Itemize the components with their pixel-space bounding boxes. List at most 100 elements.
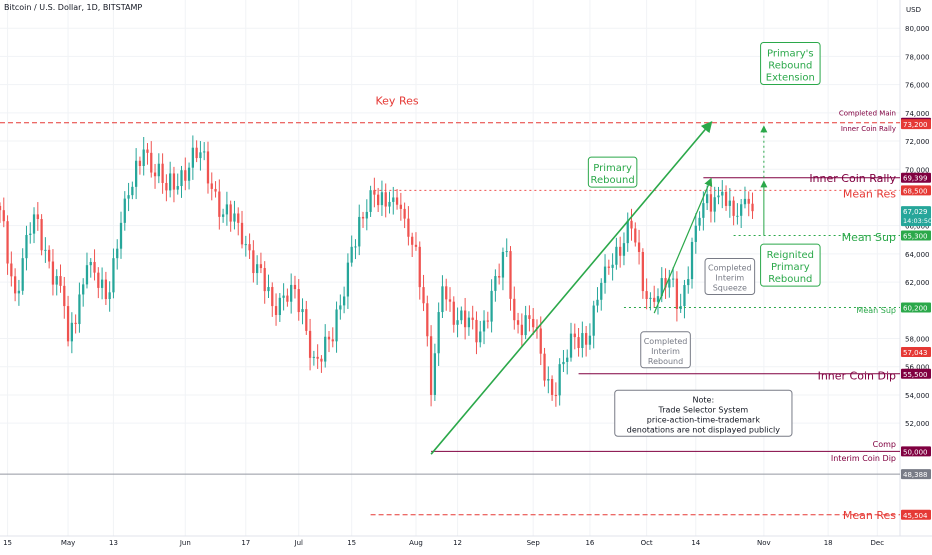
level-label: Mean Sup <box>856 306 896 315</box>
candle <box>229 200 232 232</box>
candle <box>290 273 293 314</box>
candle-body <box>547 379 550 381</box>
candle-body <box>82 284 85 295</box>
candle-body <box>573 333 576 338</box>
candle-body <box>108 292 111 300</box>
candle-body <box>505 251 508 253</box>
candle-body <box>399 204 402 209</box>
candle-body <box>513 298 516 321</box>
candle-body <box>414 244 418 247</box>
candle <box>600 278 603 311</box>
annotation-line: price-action-time-trademark <box>647 415 761 424</box>
candle-body <box>63 285 66 307</box>
x-tick-label: 13 <box>109 539 118 547</box>
candle-body <box>392 197 395 202</box>
price-tag-label: 60,200 <box>903 304 928 312</box>
candle <box>501 247 505 291</box>
candle <box>554 382 558 407</box>
candle <box>169 161 172 198</box>
candle-body <box>78 294 81 325</box>
candle <box>335 301 338 353</box>
price-tag: 60,200 <box>901 302 931 313</box>
candle-body <box>244 244 247 246</box>
candle <box>407 206 410 246</box>
candle-body <box>66 306 70 342</box>
candle-body <box>150 152 153 173</box>
candle <box>2 197 5 228</box>
annotation-line: Primary <box>593 163 632 174</box>
candle-body <box>528 315 531 319</box>
candle <box>286 288 289 307</box>
candle-body <box>157 163 160 177</box>
candle <box>475 311 478 355</box>
candle <box>66 295 70 347</box>
candle <box>403 202 406 229</box>
candle-body <box>263 268 266 292</box>
candle <box>683 279 686 319</box>
candle <box>653 285 656 308</box>
candle <box>532 308 535 336</box>
candle-body <box>724 191 728 206</box>
candle-body <box>51 261 55 285</box>
candle <box>342 286 346 314</box>
candle <box>36 202 39 231</box>
candle <box>63 276 66 319</box>
candle <box>690 237 694 289</box>
candle-body <box>10 263 13 277</box>
candle-body <box>585 333 588 345</box>
candle <box>108 281 111 312</box>
annotation-line: Primary's <box>767 48 814 59</box>
candle-body <box>0 205 2 211</box>
candle <box>592 300 595 349</box>
annotation-box <box>704 257 756 295</box>
candle <box>509 246 512 311</box>
candle-body <box>702 203 705 218</box>
candle <box>615 237 618 270</box>
candle-body <box>411 236 414 245</box>
y-tick-label: 58,000 <box>905 336 930 344</box>
candle-body <box>516 320 520 325</box>
candle-body <box>358 216 361 247</box>
annotation-box <box>614 389 793 437</box>
candle <box>380 180 384 216</box>
candle-body <box>475 319 478 343</box>
x-tick-label: 18 <box>824 539 833 547</box>
candle-body <box>509 251 512 299</box>
candle-body <box>675 278 679 309</box>
level-label: Inner Coin Dip <box>818 369 896 382</box>
x-tick-label: Aug <box>409 539 423 547</box>
candle <box>135 148 138 200</box>
trend-line <box>430 121 713 455</box>
price-tag: 65,300 <box>901 230 931 241</box>
candle-body <box>127 195 130 199</box>
candle-body <box>520 324 523 336</box>
candle-body <box>290 284 293 302</box>
level-label: Key Res <box>376 94 419 107</box>
price-tag-bg <box>901 119 931 130</box>
candle-body <box>437 312 440 354</box>
candle-body <box>479 331 482 343</box>
candle-body <box>463 310 467 328</box>
candle-body <box>524 315 527 336</box>
candle <box>293 275 297 299</box>
candle-body <box>588 335 592 345</box>
candle <box>312 350 315 366</box>
candle <box>581 321 584 358</box>
candle-body <box>55 276 58 285</box>
candle-body <box>361 216 365 219</box>
candle-body <box>694 225 697 242</box>
candle <box>513 286 516 330</box>
price-tag-bg <box>901 368 931 379</box>
price-tag: 48,388 <box>901 469 931 480</box>
candle <box>569 322 573 362</box>
candle-body <box>683 285 686 307</box>
price-tag-bg <box>901 172 931 183</box>
candle <box>619 236 622 268</box>
candle-body <box>161 163 164 183</box>
price-tag: 45,504 <box>901 509 931 520</box>
candle <box>577 328 580 357</box>
candle-body <box>89 261 92 266</box>
candle <box>411 232 414 258</box>
